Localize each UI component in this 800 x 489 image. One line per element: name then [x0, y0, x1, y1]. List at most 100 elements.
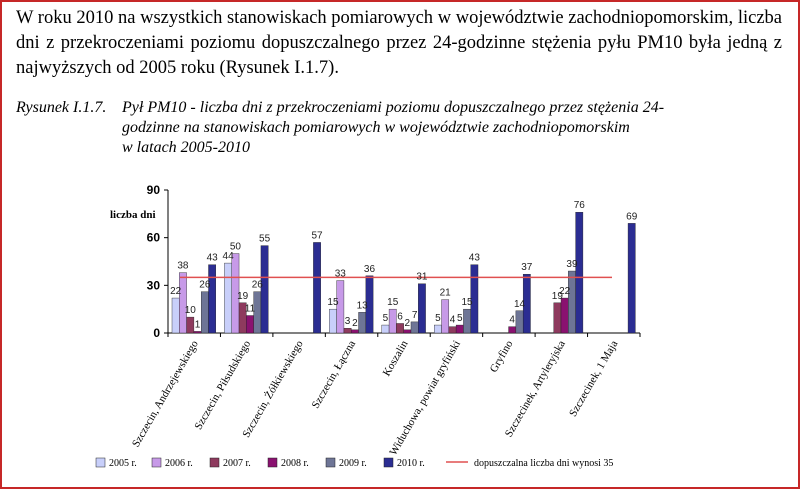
bar — [186, 316, 195, 334]
bar — [224, 262, 232, 334]
bar — [388, 308, 397, 334]
bar-data-label: 43 — [207, 253, 219, 264]
category-label: Szczecin, Żółkiewskiego — [240, 338, 306, 440]
chart-bars — [171, 212, 636, 334]
bar — [351, 329, 359, 334]
bar-data-label: 6 — [397, 311, 403, 322]
category-label: Szczecin, Andrzejewskiego — [130, 338, 201, 449]
bar — [508, 326, 517, 334]
bar-data-label: 44 — [223, 251, 235, 262]
bar-data-label: 26 — [199, 280, 211, 291]
bar-data-label: 5 — [435, 313, 441, 324]
bar-data-label: 37 — [521, 262, 533, 273]
intro-paragraph: W roku 2010 na wszystkich stanowiskach p… — [16, 8, 782, 78]
bar — [208, 264, 217, 334]
bar — [246, 315, 254, 334]
bar — [553, 302, 562, 334]
bar — [200, 291, 209, 334]
bar-data-label: 31 — [416, 272, 428, 283]
bar-data-label: 38 — [177, 261, 189, 272]
chart-legend: 2005 r. 2006 r. 2007 r. 2008 r. 2009 r. 2010 … — [95, 457, 613, 469]
bar-data-label: 10 — [185, 305, 197, 316]
bar-data-label: 43 — [469, 253, 481, 264]
bar-data-label: 39 — [566, 259, 578, 270]
y-tick-label: 0 — [153, 326, 160, 340]
legend-swatch — [325, 457, 336, 468]
bar — [365, 275, 374, 334]
bar — [448, 326, 457, 334]
bar-data-label: 14 — [514, 299, 526, 310]
caption-line-3: w latach 2005-2010 — [122, 139, 250, 156]
bar-data-label: 5 — [383, 313, 389, 324]
bar — [568, 270, 576, 334]
legend-swatch — [151, 457, 162, 468]
bar-data-label: 19 — [237, 291, 249, 302]
bar-data-label: 3 — [345, 316, 351, 327]
category-label: Szczecinek, Artyleryjska — [503, 338, 568, 439]
bar — [434, 324, 442, 334]
bar-data-label: 36 — [364, 264, 376, 275]
bar-data-label: 13 — [357, 300, 369, 311]
bar-data-label: 11 — [245, 304, 256, 315]
bar-data-label: 50 — [230, 242, 242, 253]
bar-data-label: 22 — [559, 286, 571, 297]
bar — [193, 331, 202, 334]
bar — [463, 308, 471, 334]
legend-label: 2007 r. — [223, 458, 251, 469]
bar — [418, 283, 426, 334]
legend-label: 2006 r. — [165, 458, 193, 469]
bar-data-label: 22 — [170, 286, 182, 297]
legend-label: 2008 r. — [281, 458, 309, 469]
bar — [231, 253, 240, 334]
bar-data-label: 15 — [462, 297, 474, 308]
bar — [313, 242, 321, 334]
category-label: Szczecin, Piłsudskiego — [192, 338, 253, 432]
bar — [336, 280, 345, 334]
bar — [396, 323, 404, 334]
bar — [343, 328, 352, 334]
bar — [455, 324, 464, 334]
y-tick-label: 60 — [147, 231, 161, 245]
bar — [470, 264, 479, 334]
legend-swatch — [267, 457, 278, 468]
bar — [441, 299, 450, 334]
bar-data-label: 15 — [327, 297, 339, 308]
legend-swatch — [209, 457, 220, 468]
bar — [410, 321, 419, 334]
figure-caption: Rysunek I.1.7. Pył PM10 - liczba dni z pr… — [16, 98, 782, 158]
bar — [575, 212, 584, 334]
caption-label: Rysunek I.1.7. — [16, 99, 107, 116]
bar — [560, 297, 569, 334]
bar-data-label: 1 — [195, 319, 201, 330]
bar-data-label: 2 — [405, 318, 411, 329]
bar-data-label: 5 — [457, 313, 463, 324]
bar-data-label: 19 — [552, 291, 564, 302]
bar-data-label: 26 — [252, 280, 264, 291]
bar-data-label: 15 — [387, 297, 399, 308]
bar — [358, 312, 367, 334]
legend-threshold-label: dopuszczalna liczba dni wynosi 35 — [474, 458, 613, 469]
caption-line-1: Pył PM10 - liczba dni z przekroczeniami … — [122, 99, 665, 116]
category-label: Szczecin, Łączna — [310, 338, 359, 410]
category-label: Szczecinek, 1 Maja — [567, 338, 620, 418]
bar-data-label: 2 — [352, 318, 358, 329]
bar-data-label: 57 — [311, 230, 323, 241]
bar — [179, 272, 187, 334]
legend-swatch — [95, 457, 106, 468]
bar-data-label: 69 — [626, 211, 638, 222]
bar-data-label: 33 — [335, 269, 347, 280]
bar — [260, 245, 269, 334]
bar-data-label: 55 — [259, 234, 271, 245]
bar — [522, 274, 531, 334]
bar — [381, 324, 390, 334]
category-label: Gryfino — [488, 338, 516, 375]
bar-data-label: 7 — [412, 310, 418, 321]
caption-line-2: godzinne na stanowiskach pomiarowych w w… — [122, 119, 630, 136]
bar — [403, 329, 412, 334]
bar-data-label: 4 — [450, 315, 456, 326]
y-tick-label: 90 — [147, 183, 161, 197]
